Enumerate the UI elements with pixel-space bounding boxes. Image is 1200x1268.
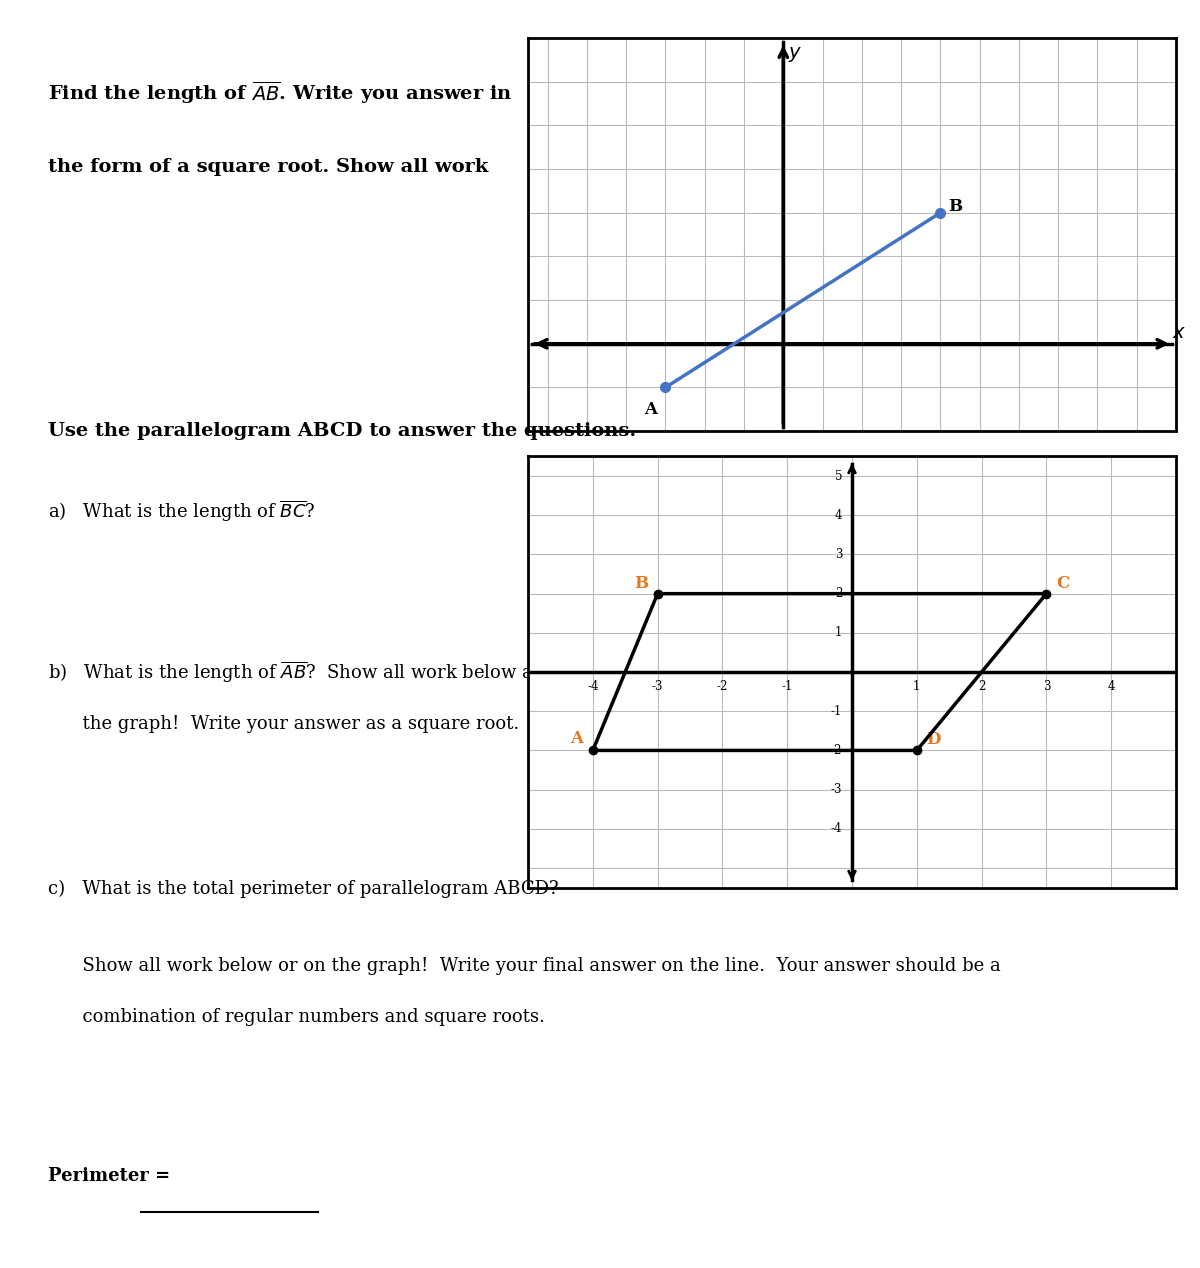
Text: 5: 5 xyxy=(835,469,842,483)
Text: c)   What is the total perimeter of parallelogram ABCD?: c) What is the total perimeter of parall… xyxy=(48,880,559,898)
Text: A: A xyxy=(570,729,583,747)
Text: -2: -2 xyxy=(716,680,728,692)
Text: -3: -3 xyxy=(830,784,842,796)
Text: 1: 1 xyxy=(913,680,920,692)
Text: $y$: $y$ xyxy=(788,44,802,63)
Text: Show all work below or on the graph!  Write your final answer on the line.  Your: Show all work below or on the graph! Wri… xyxy=(48,957,1001,975)
Text: C: C xyxy=(1056,574,1069,592)
Text: 1: 1 xyxy=(835,626,842,639)
Text: -1: -1 xyxy=(830,705,842,718)
Text: -4: -4 xyxy=(830,823,842,836)
Text: B: B xyxy=(948,198,962,214)
Text: B: B xyxy=(634,574,648,592)
Text: Find the length of $\overline{AB}$. Write you answer in: Find the length of $\overline{AB}$. Writ… xyxy=(48,79,512,107)
Text: -1: -1 xyxy=(781,680,793,692)
Text: -2: -2 xyxy=(830,744,842,757)
Text: a)   What is the length of $\overline{BC}$?: a) What is the length of $\overline{BC}$… xyxy=(48,500,316,525)
Text: 2: 2 xyxy=(978,680,985,692)
Text: the form of a square root. Show all work: the form of a square root. Show all work xyxy=(48,158,488,176)
Text: combination of regular numbers and square roots.: combination of regular numbers and squar… xyxy=(48,1008,545,1026)
Text: -4: -4 xyxy=(587,680,599,692)
Text: Use the parallelogram ABCD to answer the questions.: Use the parallelogram ABCD to answer the… xyxy=(48,422,636,440)
Text: Perimeter =: Perimeter = xyxy=(48,1167,176,1186)
Text: 4: 4 xyxy=(1108,680,1115,692)
Text: b)   What is the length of $\overline{AB}$?  Show all work below and on: b) What is the length of $\overline{AB}$… xyxy=(48,659,586,685)
Text: the graph!  Write your answer as a square root.: the graph! Write your answer as a square… xyxy=(48,715,520,733)
Text: 2: 2 xyxy=(835,587,842,600)
Text: 3: 3 xyxy=(835,548,842,560)
Text: D: D xyxy=(926,732,941,748)
Text: 4: 4 xyxy=(835,508,842,521)
Text: $x$: $x$ xyxy=(1172,323,1187,342)
Text: 3: 3 xyxy=(1043,680,1050,692)
Text: A: A xyxy=(644,401,658,417)
Text: -3: -3 xyxy=(652,680,664,692)
